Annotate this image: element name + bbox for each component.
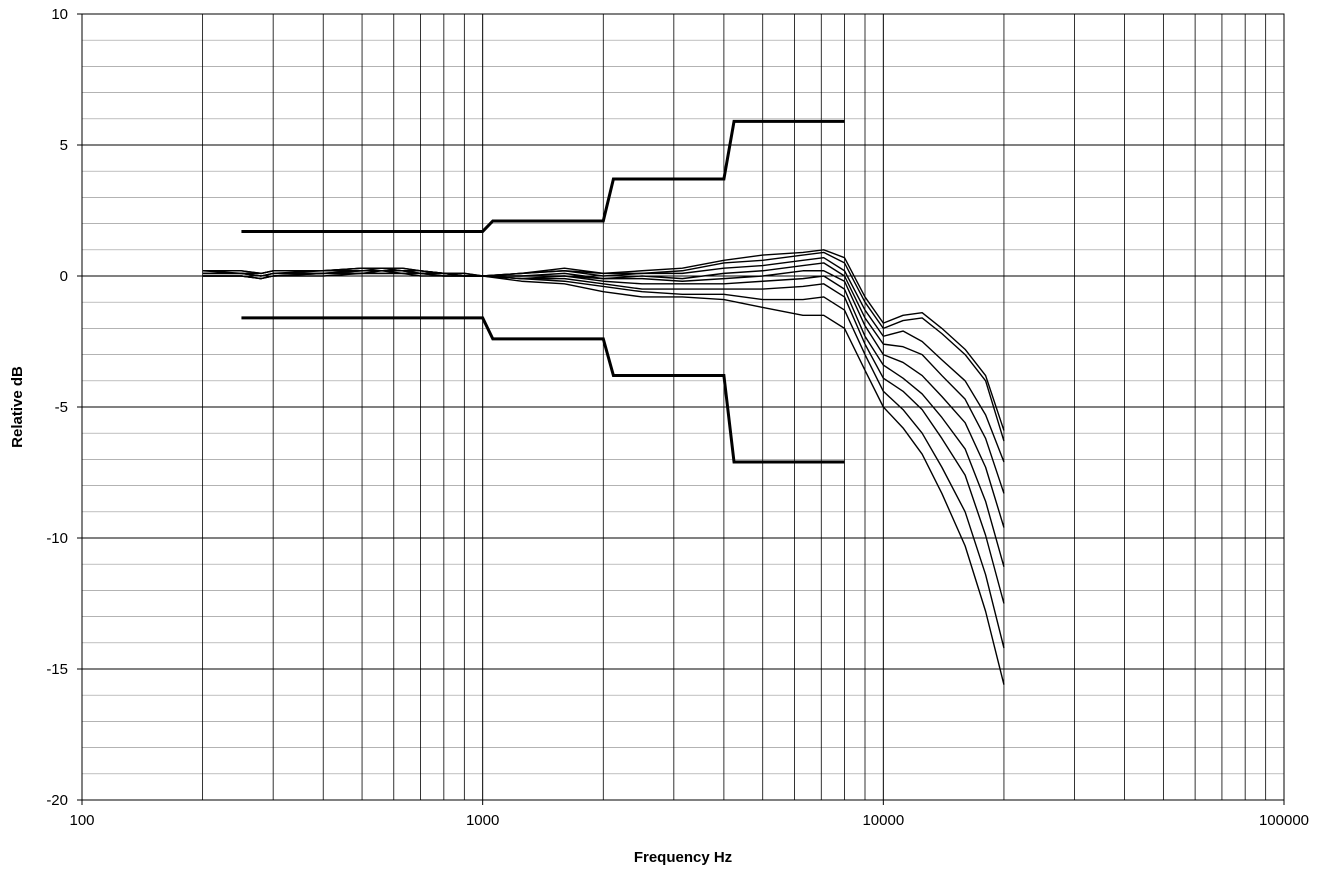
tolerance-limit-lines bbox=[241, 119, 845, 464]
y-tick-label: -5 bbox=[55, 399, 68, 416]
x-tick-label: 10000 bbox=[862, 812, 904, 829]
response-curve bbox=[202, 272, 1005, 685]
minor-gridlines bbox=[82, 39, 1284, 775]
response-series bbox=[202, 249, 1005, 685]
lower-limit-line bbox=[241, 316, 845, 464]
y-tick-labels: 10 5 0 -5 -10 -15 -20 bbox=[46, 6, 82, 809]
x-tick-label: 100 bbox=[69, 812, 94, 829]
y-tick-label: -10 bbox=[46, 530, 68, 547]
response-curve bbox=[202, 270, 1005, 568]
x-axis-title: Frequency Hz bbox=[634, 849, 732, 866]
y-tick-label: -15 bbox=[46, 661, 68, 678]
x-tick-labels: 100 1000 10000 100000 bbox=[69, 800, 1309, 829]
y-tick-label: 10 bbox=[51, 6, 68, 23]
y-tick-label: 5 bbox=[60, 137, 68, 154]
major-gridlines bbox=[81, 13, 1285, 801]
x-tick-label: 100000 bbox=[1259, 812, 1309, 829]
y-axis-title: Relative dB bbox=[9, 366, 26, 448]
x-tick-label: 1000 bbox=[466, 812, 499, 829]
y-tick-label: -20 bbox=[46, 792, 68, 809]
response-curve bbox=[202, 256, 1005, 463]
y-tick-label: 0 bbox=[60, 268, 68, 285]
upper-limit-line bbox=[241, 119, 845, 233]
